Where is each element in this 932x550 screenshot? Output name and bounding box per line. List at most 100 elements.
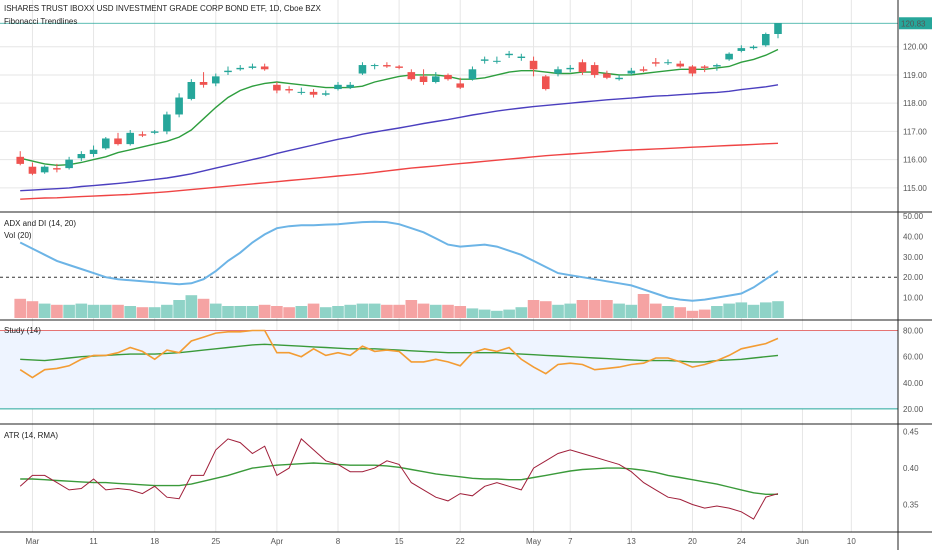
time-axis-tick: 22 — [456, 537, 465, 546]
volume-bar — [515, 307, 528, 318]
price-tag-bg — [899, 17, 932, 30]
volume-bar — [319, 307, 332, 318]
candle-body — [53, 168, 61, 170]
volume-bar — [625, 304, 638, 318]
volume-bar — [136, 307, 149, 318]
volume-bar — [307, 303, 320, 318]
adx-axis-tick: 10.00 — [903, 294, 924, 303]
price-axis-tick: 120.00 — [903, 43, 928, 52]
study-title: Study (14) — [4, 326, 41, 335]
volume-bar — [539, 301, 552, 318]
candle-body — [725, 53, 733, 60]
candle-body — [713, 65, 721, 67]
volume-bar — [344, 304, 357, 318]
time-axis-tick: 15 — [395, 537, 404, 546]
candle-body — [309, 91, 318, 95]
time-axis-tick: Jun — [796, 537, 809, 546]
atr-line — [19, 438, 779, 520]
volume-bar — [368, 303, 381, 318]
candle-body — [774, 23, 782, 34]
study-axis-tick: 20.00 — [903, 405, 924, 414]
volume-bar — [393, 304, 405, 318]
study-axis-tick: 80.00 — [903, 327, 924, 336]
volume-bar — [588, 300, 601, 318]
candle-body — [199, 82, 208, 85]
candle-body — [493, 60, 501, 62]
candle-body — [590, 65, 599, 75]
volume-bar — [63, 304, 75, 318]
indicator-label: Fibonacci Trendlines — [4, 17, 77, 26]
volume-bar — [564, 303, 577, 318]
candle-body — [456, 83, 465, 88]
candle-body — [431, 76, 440, 82]
volume-bar — [723, 303, 735, 318]
volume-bar — [222, 306, 234, 318]
volume-bar — [601, 300, 613, 318]
candle-body — [248, 66, 257, 68]
candle-body — [114, 138, 122, 145]
candle-body — [566, 67, 575, 70]
candle-body — [101, 138, 110, 149]
volume-bar — [637, 294, 650, 318]
volume-bar — [747, 304, 760, 318]
volume-bar — [491, 310, 503, 318]
volume-bar — [148, 307, 161, 318]
volume-bar — [161, 304, 173, 318]
moving-average-slow — [20, 142, 779, 200]
volume-bar — [258, 304, 271, 318]
time-axis-tick: May — [526, 537, 541, 546]
atr-ma-line — [20, 462, 778, 495]
volume-bar — [209, 303, 222, 318]
candle-body — [554, 69, 562, 74]
volume-bar — [87, 304, 100, 318]
candle-body — [28, 166, 37, 174]
candle-body — [627, 70, 636, 74]
time-axis-tick: Mar — [26, 537, 40, 546]
volume-title: Vol (20) — [4, 231, 32, 240]
volume-bar — [735, 302, 748, 318]
volume-bar — [112, 304, 124, 318]
candle-body — [260, 66, 269, 70]
volume-bar — [649, 303, 662, 318]
volume-bar — [185, 295, 198, 318]
volume-bar — [478, 309, 491, 318]
price-axis-tick: 115.00 — [903, 184, 927, 193]
candle-body — [676, 63, 685, 67]
volume-bar — [14, 298, 27, 318]
candle-body — [346, 84, 355, 88]
time-axis-tick: 13 — [627, 537, 636, 546]
price-axis-tick: 118.00 — [903, 99, 927, 108]
volume-bar — [124, 306, 137, 318]
candle-body — [651, 62, 660, 64]
volume-bar — [99, 304, 112, 318]
atr-axis-tick: 0.40 — [903, 464, 919, 473]
volume-bar — [454, 306, 467, 318]
volume-bar — [527, 300, 540, 318]
candle-body — [211, 76, 220, 84]
volume-bar — [173, 300, 185, 318]
candle-body — [138, 134, 147, 136]
volume-bar — [576, 300, 589, 318]
volume-bar — [197, 298, 210, 318]
time-axis-tick: 10 — [847, 537, 856, 546]
candle-body — [578, 62, 587, 73]
candle-body — [273, 84, 281, 91]
volume-bar — [686, 310, 699, 318]
candle-body — [16, 156, 25, 164]
candle-body — [664, 62, 672, 64]
candle-body — [444, 74, 452, 80]
price-axis-tick: 117.00 — [903, 127, 927, 136]
volume-bar — [75, 303, 88, 318]
volume-bar — [429, 304, 442, 318]
candle-body — [505, 53, 513, 56]
candle-body — [40, 166, 49, 173]
time-axis-tick: 18 — [150, 537, 159, 546]
volume-bar — [552, 304, 564, 318]
volume-bar — [503, 309, 515, 318]
candle-body — [480, 59, 489, 61]
price-axis-tick: 116.00 — [903, 156, 927, 165]
volume-bar — [466, 308, 479, 318]
chart-title: ISHARES TRUST IBOXX USD INVESTMENT GRADE… — [4, 4, 321, 13]
